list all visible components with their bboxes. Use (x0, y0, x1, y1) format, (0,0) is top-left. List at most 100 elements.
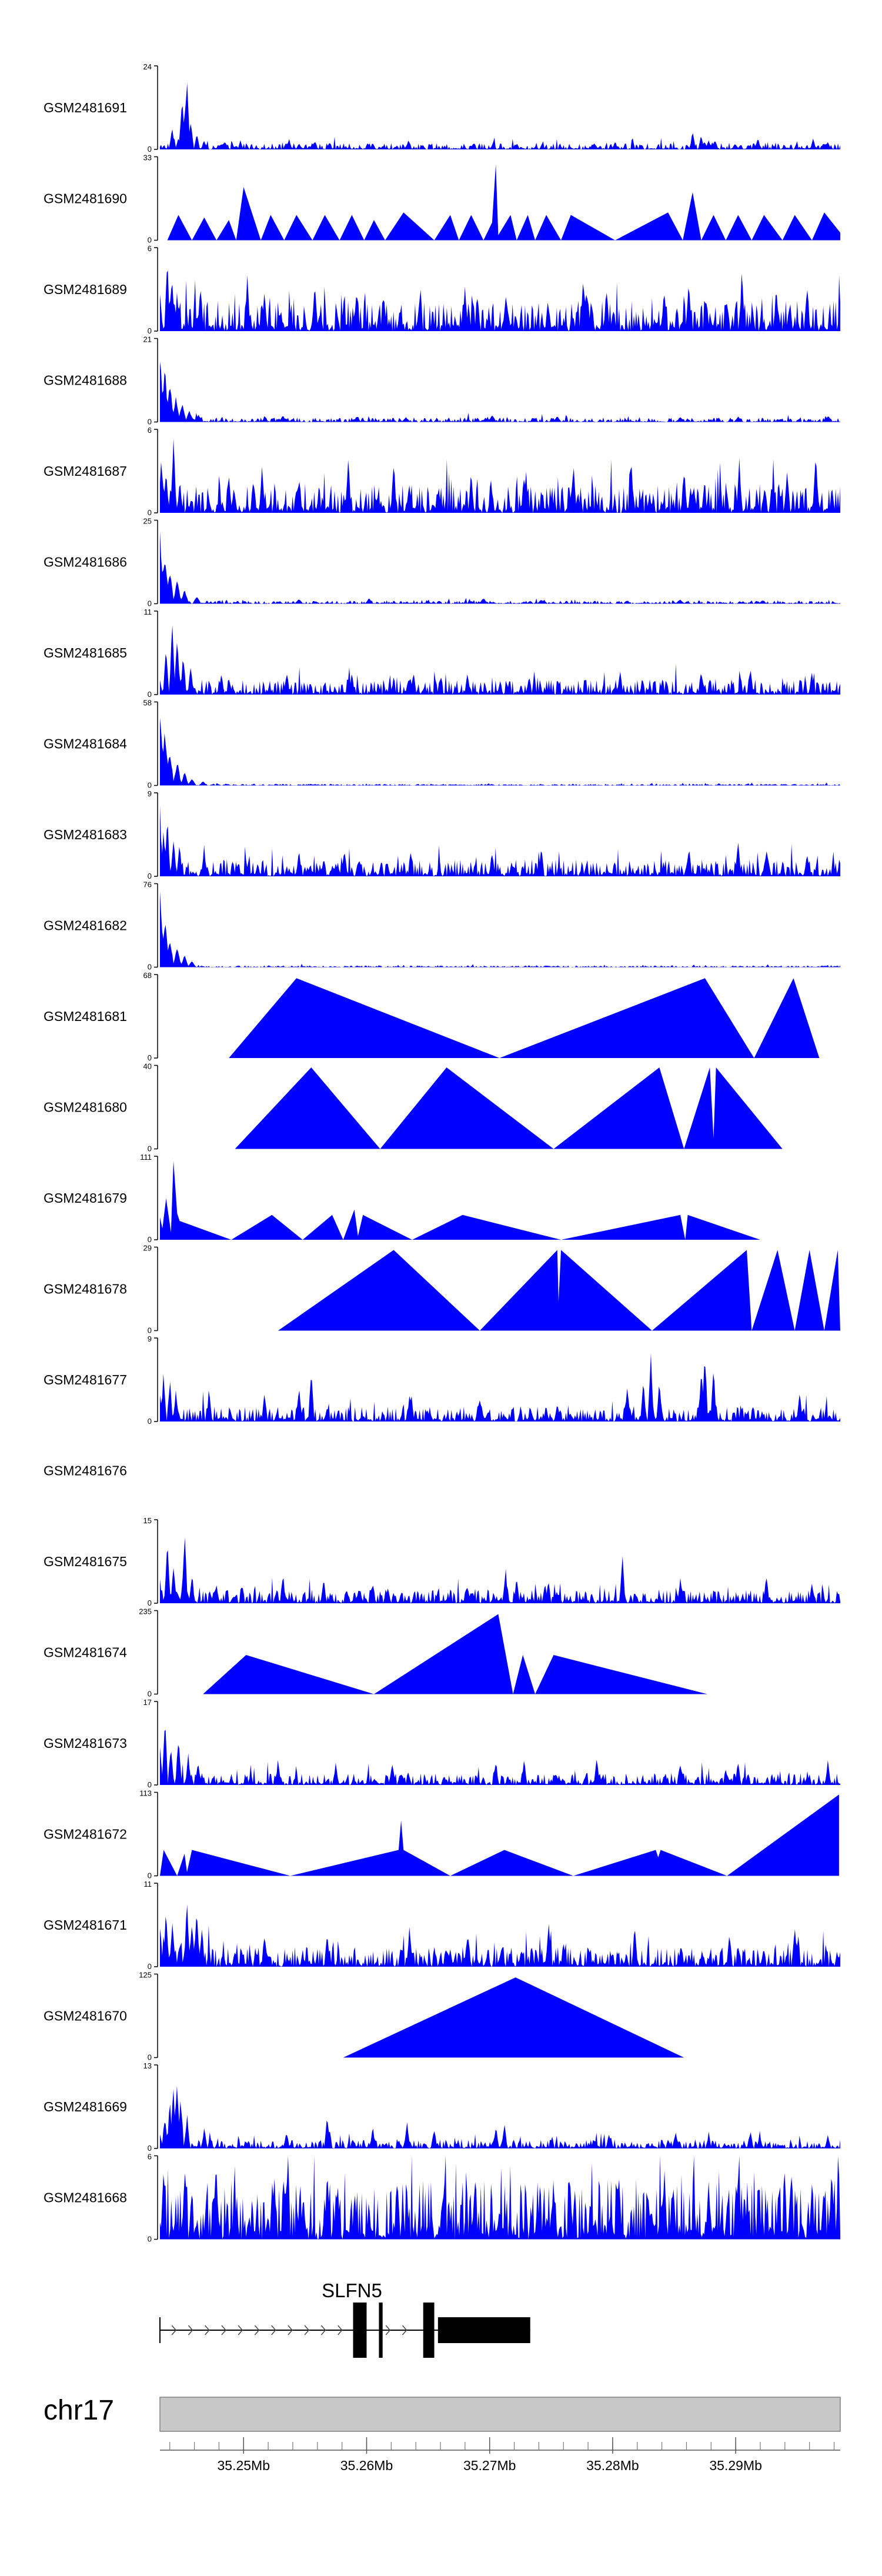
y-max-label: 235 (139, 1607, 152, 1616)
strand-arrow (171, 2325, 177, 2335)
y-max-label: 17 (143, 1698, 152, 1707)
track-GSM2481669: GSM2481669 13 0 (44, 2061, 840, 2153)
coverage-area (160, 1353, 840, 1422)
coverage-area (160, 1730, 840, 1785)
y-min-label: 0 (148, 1053, 152, 1062)
coverage-area (235, 1067, 783, 1149)
coverage-area (229, 978, 820, 1058)
track-GSM2481668: GSM2481668 6 0 (44, 2153, 840, 2244)
track-GSM2481679: GSM2481679 111 0 (44, 1153, 760, 1244)
strand-arrow (402, 2325, 407, 2335)
strand-arrow (304, 2325, 310, 2335)
strand-arrow (271, 2325, 276, 2335)
coverage-area (160, 625, 840, 695)
y-min-label: 0 (148, 2144, 152, 2153)
track-GSM2481675: GSM2481675 15 0 (44, 1516, 840, 1607)
track-label: GSM2481686 (44, 555, 127, 570)
x-tick-label: 35.29Mb (709, 2458, 762, 2473)
track-label: GSM2481678 (44, 1282, 127, 1297)
track-label: GSM2481682 (44, 918, 127, 933)
y-max-label: 76 (143, 880, 152, 889)
track-GSM2481681: GSM2481681 68 0 (44, 971, 820, 1062)
y-min-label: 0 (148, 145, 152, 154)
strand-arrow (385, 2325, 391, 2335)
coverage-area (160, 361, 840, 422)
y-max-label: 113 (139, 1789, 152, 1798)
coverage-area (160, 83, 840, 149)
y-max-label: 40 (143, 1062, 152, 1071)
track-label: GSM2481680 (44, 1100, 127, 1115)
y-max-label: 11 (144, 1880, 152, 1888)
y-max-label: 6 (148, 426, 152, 435)
y-max-label: 33 (143, 154, 152, 162)
track-label: GSM2481669 (44, 2099, 127, 2114)
chromosome-band (159, 2397, 841, 2432)
y-max-label: 21 (143, 335, 152, 344)
track-label: GSM2481677 (44, 1372, 127, 1387)
track-GSM2481680: GSM2481680 40 0 (44, 1062, 783, 1153)
coverage-tracks: GSM2481691240GSM2481690330GSM248168960GS… (44, 62, 841, 2244)
strand-arrow (338, 2325, 343, 2335)
track-label: GSM2481671 (44, 1917, 127, 1933)
coverage-area (160, 1794, 839, 1876)
exon-block (423, 2303, 435, 2358)
gene-name-label: SLFN5 (322, 2280, 382, 2301)
track-label: GSM2481673 (44, 1736, 127, 1751)
y-max-label: 25 (143, 517, 152, 526)
track-GSM2481672: GSM2481672 113 0 (44, 1789, 839, 1880)
y-min-label: 0 (148, 1144, 152, 1153)
track-GSM2481687: GSM2481687 6 0 (44, 426, 840, 517)
y-max-label: 15 (143, 1516, 152, 1525)
x-tick-label: 35.27Mb (463, 2458, 516, 2473)
y-min-label: 0 (148, 963, 152, 972)
track-label: GSM2481676 (44, 1463, 127, 1479)
gene-track: SLFN5 (159, 2280, 530, 2358)
exon-block (437, 2317, 530, 2343)
track-GSM2481676: GSM2481676 (44, 1463, 127, 1479)
strand-arrow (320, 2325, 326, 2335)
track-GSM2481684: GSM2481684 58 0 (44, 699, 840, 790)
x-tick-label: 35.28Mb (586, 2458, 639, 2473)
y-min-label: 0 (148, 418, 152, 426)
track-label: GSM2481683 (44, 827, 127, 842)
strand-arrow (188, 2325, 193, 2335)
y-min-label: 0 (148, 1326, 152, 1335)
y-min-label: 0 (148, 1690, 152, 1699)
y-min-label: 0 (148, 690, 152, 699)
track-GSM2481670: GSM2481670 125 0 (44, 1971, 684, 2062)
coverage-area (343, 1977, 684, 2058)
y-max-label: 111 (140, 1153, 152, 1162)
x-tick-label: 35.26Mb (340, 2458, 393, 2473)
coverage-area (160, 1160, 760, 1240)
track-label: GSM2481690 (44, 191, 127, 206)
y-max-label: 9 (148, 1334, 152, 1343)
y-min-label: 0 (148, 781, 152, 790)
y-max-label: 9 (148, 789, 152, 798)
track-GSM2481682: GSM2481682 76 0 (44, 880, 840, 972)
coverage-area (203, 1614, 707, 1694)
track-GSM2481691: GSM2481691 24 0 (44, 62, 840, 154)
y-min-label: 0 (148, 2053, 152, 2062)
exon-block (353, 2303, 367, 2358)
strand-arrow (238, 2325, 243, 2335)
chromosome-label: chr17 (44, 2395, 114, 2426)
track-GSM2481686: GSM2481686 25 0 (44, 517, 840, 608)
coverage-area (160, 1904, 840, 1967)
y-min-label: 0 (148, 1871, 152, 1880)
track-label: GSM2481687 (44, 463, 127, 479)
track-GSM2481689: GSM2481689 6 0 (44, 244, 840, 335)
track-label: GSM2481670 (44, 2008, 127, 2024)
y-min-label: 0 (148, 599, 152, 608)
track-GSM2481678: GSM2481678 29 0 (44, 1244, 840, 1335)
coverage-area (167, 164, 841, 241)
chromosome-axis-track: chr17 35.25Mb 35.26Mb 35.27Mb 35.28Mb 35.29Mb (44, 2395, 841, 2473)
y-min-label: 0 (148, 508, 152, 517)
track-label: GSM2481672 (44, 1827, 127, 1842)
x-tick-label: 35.25Mb (218, 2458, 270, 2473)
y-min-label: 0 (148, 1417, 152, 1426)
track-label: GSM2481674 (44, 1645, 127, 1660)
coverage-area (160, 1537, 840, 1603)
coverage-area (160, 271, 840, 331)
strand-arrow (254, 2325, 260, 2335)
